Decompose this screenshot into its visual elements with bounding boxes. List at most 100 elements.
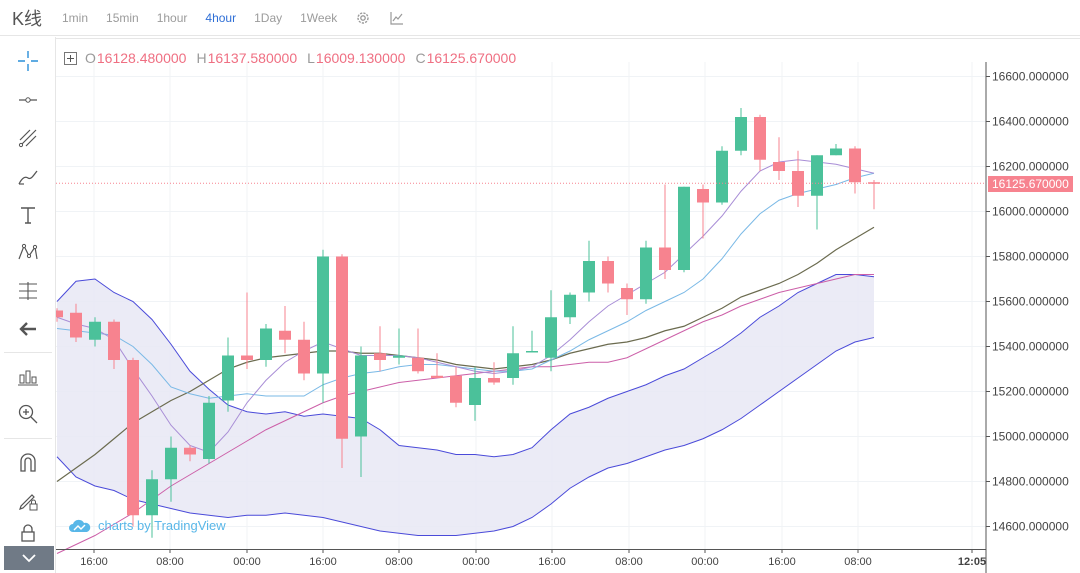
candle-body xyxy=(811,155,823,196)
bollinger-band-fill xyxy=(57,274,874,536)
x-tick-label: 08:00 xyxy=(844,556,872,568)
indicators-chart-icon[interactable] xyxy=(389,10,405,26)
timeframe-1week[interactable]: 1Week xyxy=(300,10,338,25)
high-key: H xyxy=(196,50,207,66)
drawing-toolbar xyxy=(0,37,56,573)
timeframe-1hour[interactable]: 1hour xyxy=(156,10,188,25)
y-tick-label: 14800.000000 xyxy=(992,475,1069,489)
candle-body xyxy=(507,353,519,378)
page-title: K线 xyxy=(12,8,43,29)
last-price-label: 16125.670000 xyxy=(988,176,1073,192)
x-tick-label: 16:00 xyxy=(309,556,337,568)
x-tick-label: 08:00 xyxy=(385,556,413,568)
candle-body xyxy=(374,353,386,360)
open-value: 16128.480000 xyxy=(96,50,187,66)
candle-body xyxy=(621,288,633,300)
pattern-icon[interactable] xyxy=(8,237,48,269)
candle-body xyxy=(146,479,158,516)
candle-body xyxy=(222,355,234,401)
candle-body xyxy=(488,378,500,383)
candle-body xyxy=(602,261,614,284)
candle-body xyxy=(165,447,177,480)
ma-mid-line xyxy=(56,172,875,399)
collapse-toolbar-button[interactable] xyxy=(4,546,54,570)
ma-slow-line xyxy=(56,226,875,482)
bollinger-upper-line xyxy=(56,274,875,458)
x-tick-label: 12:05 xyxy=(958,556,986,568)
candle-body xyxy=(868,182,880,184)
candle-body xyxy=(697,189,709,203)
y-tick-label: 15400.000000 xyxy=(992,340,1069,354)
text-icon[interactable] xyxy=(8,199,48,231)
zoom-in-icon[interactable] xyxy=(8,398,48,430)
candle-body xyxy=(640,247,652,300)
timeframe-1min[interactable]: 1min xyxy=(62,10,89,25)
long-short-icon[interactable] xyxy=(8,361,48,393)
candle-body xyxy=(849,148,861,183)
candle-body xyxy=(70,312,82,338)
candle-body xyxy=(431,375,443,378)
candle-body xyxy=(108,321,120,360)
bollinger-lower-line xyxy=(56,337,875,536)
timeframe-4hour[interactable]: 4hour xyxy=(205,10,237,25)
settings-gear-icon[interactable] xyxy=(355,10,371,26)
x-tick-label: 16:00 xyxy=(538,556,566,568)
candle-body xyxy=(773,162,785,171)
candle-body xyxy=(355,355,367,437)
candle-body xyxy=(279,330,291,340)
x-tick-label: 00:00 xyxy=(691,556,719,568)
brush-icon[interactable] xyxy=(8,161,48,193)
candle-body xyxy=(51,310,63,318)
back-arrow-icon[interactable] xyxy=(8,313,48,345)
x-tick-label: 00:00 xyxy=(462,556,490,568)
measure-icon[interactable] xyxy=(8,275,48,307)
ma-long-line xyxy=(56,274,874,554)
candle-body xyxy=(336,256,348,439)
chevron-down-icon xyxy=(22,554,36,563)
x-tick-label: 08:00 xyxy=(156,556,184,568)
candle-body xyxy=(317,256,329,374)
candle-body xyxy=(830,148,842,156)
y-tick-label: 16000.000000 xyxy=(992,205,1069,219)
candle-body xyxy=(241,355,253,360)
candle-body xyxy=(526,351,538,353)
tradingview-watermark[interactable]: charts by TradingView xyxy=(68,518,226,533)
y-tick-label: 15000.000000 xyxy=(992,430,1069,444)
watermark-text: charts by TradingView xyxy=(98,518,226,533)
candle-body xyxy=(450,375,462,403)
x-tick-label: 16:00 xyxy=(80,556,108,568)
timeframe-15min[interactable]: 15min xyxy=(106,10,139,25)
fib-tools-icon[interactable] xyxy=(8,122,48,154)
magnet-icon[interactable] xyxy=(8,447,48,479)
x-tick-label: 00:00 xyxy=(233,556,261,568)
legend-expand-icon[interactable] xyxy=(64,51,77,65)
close-value: 16125.670000 xyxy=(426,50,517,66)
ma-fast-line xyxy=(56,159,875,453)
candle-body xyxy=(735,117,747,151)
lock-icon[interactable] xyxy=(8,523,48,543)
y-tick-label: 16400.000000 xyxy=(992,115,1069,129)
close-key: C xyxy=(415,50,426,66)
low-key: L xyxy=(307,50,315,66)
x-tick-label: 08:00 xyxy=(615,556,643,568)
timeframe-1day[interactable]: 1Day xyxy=(254,10,283,25)
lock-drawing-icon[interactable] xyxy=(8,485,48,517)
y-tick-label: 15800.000000 xyxy=(992,250,1069,264)
candle-body xyxy=(564,294,576,318)
crosshair-icon[interactable] xyxy=(8,45,48,77)
horizontal-line-icon[interactable] xyxy=(8,84,48,116)
candle-body xyxy=(583,261,595,293)
candle-body xyxy=(393,355,405,358)
x-tick-label: 16:00 xyxy=(768,556,796,568)
candle-body xyxy=(127,360,139,516)
y-tick-label: 15200.000000 xyxy=(992,385,1069,399)
candle-body xyxy=(298,339,310,374)
ohlc-legend: O 16128.480000 H 16137.580000 L 16009.13… xyxy=(64,49,526,67)
y-tick-label: 16600.000000 xyxy=(992,70,1069,84)
candle-body xyxy=(412,357,424,372)
candle-body xyxy=(89,321,101,340)
candle-body xyxy=(659,247,671,270)
cloud-logo-icon xyxy=(69,519,91,532)
